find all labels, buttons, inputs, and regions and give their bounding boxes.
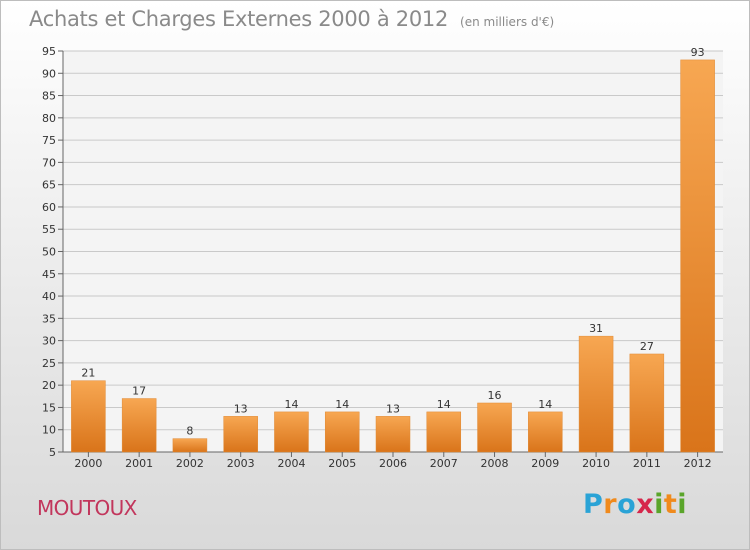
- y-tick-label: 50: [42, 246, 56, 259]
- y-tick-label: 60: [42, 201, 56, 214]
- y-axis-ticks: 5 10 15 20 25 30 35 40 45 50 55 60 65 70 75 80 85 90 95: [42, 45, 63, 459]
- bar-2006: [375, 416, 411, 453]
- chart-title-text: Achats et Charges Externes 2000 à 2012: [29, 7, 449, 31]
- bar-2002: [172, 438, 208, 453]
- bar-2008: [477, 402, 512, 453]
- x-tick-label: 2007: [430, 457, 458, 470]
- logo-letter: i: [677, 489, 688, 520]
- y-tick-label: 65: [42, 179, 56, 192]
- bar-value-label: 13: [386, 402, 400, 415]
- chart-title: Achats et Charges Externes 2000 à 2012 (e…: [29, 7, 554, 31]
- y-tick-label: 35: [42, 312, 56, 325]
- x-tick-label: 2011: [633, 457, 661, 470]
- x-tick-label: 2006: [379, 457, 407, 470]
- bar-2000: [71, 380, 106, 453]
- data-labels: 21 17 8 13 14 14 13 14 16 14 31 27 93: [81, 46, 704, 438]
- bar-2001: [121, 398, 157, 453]
- y-tick-label: 25: [42, 357, 56, 370]
- y-tick-label: 20: [42, 379, 56, 392]
- bar-value-label: 93: [691, 46, 705, 59]
- bar-2012: [680, 59, 715, 453]
- logo-letter: P: [583, 489, 604, 520]
- bar-value-label: 8: [186, 425, 193, 438]
- bar-value-label: 16: [488, 389, 502, 402]
- municipality-name: MOUTOUX: [37, 496, 137, 520]
- x-tick-label: 2003: [227, 457, 255, 470]
- y-tick-label: 45: [42, 268, 56, 281]
- y-tick-label: 70: [42, 156, 56, 169]
- y-tick-label: 75: [42, 134, 56, 147]
- bar-2010: [578, 335, 614, 453]
- bar-value-label: 31: [589, 322, 603, 335]
- x-tick-label: 2008: [481, 457, 509, 470]
- y-tick-label: 80: [42, 112, 56, 125]
- y-tick-label: 95: [42, 45, 56, 58]
- bar-value-label: 14: [538, 398, 552, 411]
- y-tick-label: 55: [42, 223, 56, 236]
- logo-letter: r: [603, 489, 618, 520]
- x-tick-label: 2005: [328, 457, 356, 470]
- x-tick-label: 2002: [176, 457, 204, 470]
- bar-2009: [528, 411, 563, 453]
- x-tick-label: 2012: [684, 457, 712, 470]
- bar-2011: [629, 353, 665, 453]
- y-tick-label: 30: [42, 335, 56, 348]
- bar-value-label: 21: [81, 367, 95, 380]
- x-axis-ticks: 2000 2001 2002 2003 2004 2005 2006 2007 2008 2009…: [74, 452, 712, 470]
- x-tick-label: 2001: [125, 457, 153, 470]
- logo-letter: i: [654, 489, 664, 520]
- bar-value-label: 17: [132, 385, 146, 398]
- proxiti-logo: Proxiti: [583, 489, 687, 520]
- bars: [71, 59, 715, 453]
- logo-letter: t: [663, 489, 678, 520]
- y-tick-label: 85: [42, 90, 56, 103]
- bar-2005: [324, 411, 360, 453]
- y-tick-label: 5: [49, 446, 56, 459]
- y-tick-label: 10: [42, 424, 56, 437]
- bar-value-label: 13: [234, 402, 248, 415]
- logo-letter: o: [617, 489, 637, 520]
- bar-2007: [426, 411, 462, 453]
- bar-value-label: 27: [640, 340, 654, 353]
- x-tick-label: 2004: [277, 457, 305, 470]
- bar-value-label: 14: [284, 398, 298, 411]
- logo-letter: x: [636, 489, 655, 520]
- bar-value-label: 14: [437, 398, 451, 411]
- y-tick-label: 90: [42, 67, 56, 80]
- y-tick-label: 15: [42, 401, 56, 414]
- bar-2004: [274, 411, 309, 453]
- chart-title-unit: (en milliers d'€): [460, 15, 555, 29]
- x-tick-label: 2009: [531, 457, 559, 470]
- bar-2003: [223, 416, 258, 453]
- y-tick-label: 40: [42, 290, 56, 303]
- x-tick-label: 2010: [582, 457, 610, 470]
- x-tick-label: 2000: [74, 457, 102, 470]
- bar-value-label: 14: [335, 398, 349, 411]
